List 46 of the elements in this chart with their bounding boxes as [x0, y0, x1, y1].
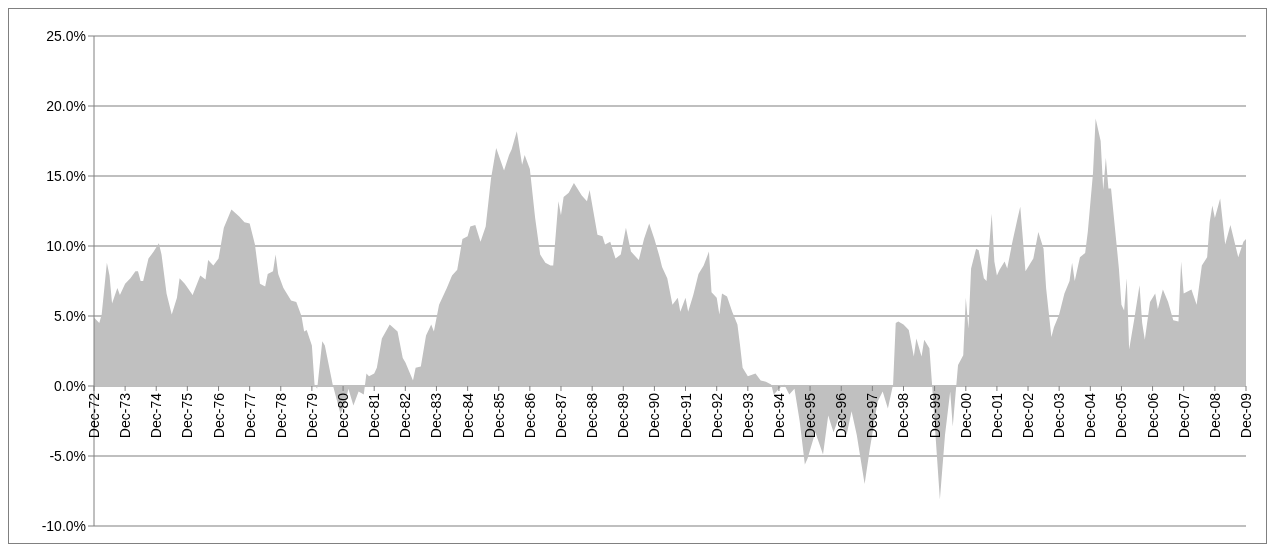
x-tick-label: Dec-86	[521, 392, 538, 439]
y-tick-label: 15.0%	[46, 167, 86, 184]
x-tick-label: Dec-83	[428, 392, 445, 439]
x-tick-label: Dec-04	[1082, 392, 1099, 439]
x-tick-label: Dec-89	[615, 392, 632, 439]
y-tick-label: 25.0%	[46, 27, 86, 44]
x-tick-label: Dec-00	[957, 392, 974, 439]
y-tick-label: 20.0%	[46, 97, 86, 114]
x-tick-label: Dec-87	[552, 392, 569, 439]
x-tick-label: Dec-84	[459, 392, 476, 439]
x-tick-label: Dec-78	[272, 392, 289, 439]
x-tick-label: Dec-88	[584, 392, 601, 439]
x-tick-label: Dec-01	[988, 392, 1005, 439]
x-tick-label: Dec-73	[117, 392, 134, 439]
x-tick-label: Dec-77	[241, 392, 258, 439]
y-tick-label: 0.0%	[54, 377, 86, 394]
x-tick-label: Dec-06	[1144, 392, 1161, 439]
x-tick-label: Dec-95	[802, 392, 819, 439]
x-tick-label: Dec-96	[833, 392, 850, 439]
x-tick-label: Dec-82	[397, 392, 414, 439]
x-tick-label: Dec-98	[895, 392, 912, 439]
x-tick-label: Dec-03	[1051, 392, 1068, 439]
y-tick-label: 10.0%	[46, 237, 86, 254]
x-tick-label: Dec-05	[1113, 392, 1130, 439]
x-tick-label: Dec-07	[1175, 392, 1192, 439]
y-tick-label: -5.0%	[49, 447, 86, 464]
y-tick-label: -10.0%	[41, 517, 86, 534]
x-tick-label: Dec-79	[303, 392, 320, 439]
x-tick-label: Dec-94	[770, 392, 787, 439]
y-tick-label: 5.0%	[54, 307, 86, 324]
x-tick-label: Dec-76	[210, 392, 227, 439]
x-tick-label: Dec-93	[739, 392, 756, 439]
x-tick-label: Dec-85	[490, 392, 507, 439]
x-tick-label: Dec-91	[677, 392, 694, 439]
x-tick-label: Dec-90	[646, 392, 663, 439]
x-tick-label: Dec-92	[708, 392, 725, 439]
x-tick-label: Dec-80	[335, 392, 352, 439]
x-tick-label: Dec-72	[86, 392, 102, 439]
x-tick-label: Dec-09	[1238, 392, 1254, 439]
x-tick-label: Dec-99	[926, 392, 943, 439]
x-tick-label: Dec-74	[148, 392, 165, 439]
x-tick-label: Dec-75	[179, 392, 196, 439]
x-tick-label: Dec-81	[366, 392, 383, 439]
x-tick-label: Dec-08	[1206, 392, 1223, 439]
x-tick-label: Dec-97	[864, 392, 881, 439]
x-tick-label: Dec-02	[1020, 392, 1037, 439]
